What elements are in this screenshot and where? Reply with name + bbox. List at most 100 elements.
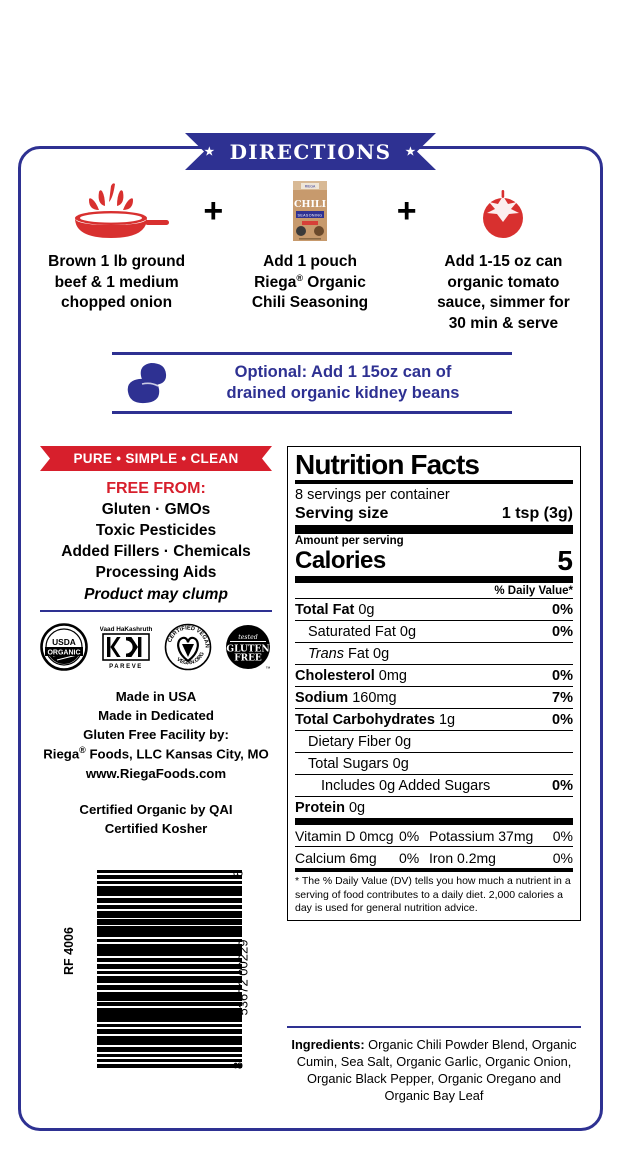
divider	[295, 479, 573, 484]
svg-text:CHILI: CHILI	[294, 199, 327, 210]
nutrient-name: Total Carbohydrates 1g	[295, 711, 456, 728]
plus-sign-2: +	[396, 192, 417, 230]
barcode: RF 4006 8 53672 00229 8	[40, 858, 272, 1078]
barcode-digit-right: 8	[230, 869, 246, 878]
barcode-bars	[97, 869, 242, 1068]
barcode-bar	[97, 937, 242, 939]
barcode-bar	[97, 926, 242, 938]
step2-organic: Organic	[302, 273, 366, 291]
certified-vegan-badge: CERTIFIED VEGAN VEGAN.ORG	[164, 623, 212, 676]
barcode-bar	[97, 970, 242, 975]
svg-text:tested: tested	[238, 634, 257, 641]
barcode-bar	[97, 1044, 242, 1047]
direction-step-2: RIEGA CHILI SEASONING Add 1 pouch Riega®…	[233, 180, 386, 314]
calories-value: 5	[557, 545, 573, 577]
barcode-bar	[97, 968, 242, 971]
manufacturer-info: Made in USA Made in Dedicated Gluten Fre…	[40, 687, 272, 783]
barcode-bar	[97, 1057, 242, 1059]
barcode-bar	[97, 917, 242, 920]
nutrient-daily-value: 0%	[552, 623, 573, 640]
vitamin-daily-value: 0%	[399, 827, 420, 844]
barcode-bar	[97, 956, 242, 959]
barcode-bar	[97, 942, 242, 945]
direction-step-1-text: Brown 1 lb ground beef & 1 medium choppe…	[48, 253, 186, 312]
maker-line: Made in USA	[115, 688, 197, 704]
vitamin-row: Calcium 6mg 0% Iron 0.2mg 0%	[295, 847, 573, 868]
certification-text: Certified Organic by QAI Certified Koshe…	[40, 800, 272, 838]
serving-size-value: 1 tsp (3g)	[501, 505, 573, 523]
svg-text:Vaad HaKashruth: Vaad HaKashruth	[100, 626, 152, 633]
barcode-bar	[97, 875, 242, 879]
divider	[295, 620, 573, 622]
ingredients-label: Ingredients:	[291, 1037, 365, 1052]
barcode-bar	[97, 938, 242, 943]
serving-size-row: Serving size 1 tsp (3g)	[295, 505, 573, 525]
barcode-bar	[97, 975, 242, 983]
barcode-bar	[97, 1058, 242, 1063]
left-info-column: PURE • SIMPLE • CLEAN FREE FROM: Gluten …	[40, 446, 272, 1078]
barcode-bar	[97, 878, 242, 881]
nutrient-name: Cholesterol 0mg	[295, 667, 408, 684]
barcode-bar	[97, 880, 242, 885]
nutrient-row: Trans Fat 0g	[295, 643, 573, 664]
company-address: Foods, LLC Kansas City, MO	[85, 746, 269, 762]
free-from-item: Processing Aids	[95, 564, 217, 582]
barcode-bar	[97, 1002, 242, 1006]
maker-website[interactable]: www.RiegaFoods.com	[85, 765, 227, 781]
ingredients-text: Organic Chili Powder Blend, Organic Cumi…	[296, 1037, 577, 1104]
nutrient-row: Cholesterol 0mg 0%	[295, 665, 573, 686]
directions-title: DIRECTIONS	[229, 139, 392, 164]
nutrient-row: Dietary Fiber 0g	[295, 731, 573, 752]
vitamin-daily-value: 0%	[552, 827, 573, 844]
nutrient-rows: Total Fat 0g 0% Saturated Fat 0g 0% Trans Fa…	[295, 599, 573, 818]
nutrient-name: Total Fat 0g	[295, 601, 375, 618]
vitamin-rows: Vitamin D 0mcg 0% Potassium 37mg 0% Calcium …	[295, 825, 573, 868]
barcode-bar	[97, 1021, 242, 1024]
svg-text:GLUTEN: GLUTEN	[226, 644, 269, 654]
free-from-list: FREE FROM: Gluten · GMOs Toxic Pesticide…	[40, 480, 272, 607]
barcode-bar	[97, 869, 242, 874]
divider	[287, 1026, 581, 1028]
vitamin-name: Vitamin D 0mcg	[295, 827, 394, 844]
barcode-bar	[97, 898, 242, 904]
direction-step-3-text: Add 1-15 oz can organic tomato sauce, si…	[437, 253, 570, 332]
nutrient-row: Total Sugars 0g	[295, 753, 573, 774]
servings-per-container: 8 servings per container	[295, 486, 450, 503]
cert-line: Certified Kosher	[104, 820, 208, 836]
optional-note: Optional: Add 1 15oz can of drained orga…	[112, 352, 512, 414]
barcode-bar	[97, 1034, 242, 1036]
barcode-bar	[97, 974, 242, 976]
barcode-bar	[97, 1000, 242, 1003]
divider	[295, 846, 573, 848]
nutrient-name: Dietary Fiber 0g	[308, 733, 412, 750]
vitamin-daily-value: 0%	[552, 849, 573, 866]
barcode-bar	[97, 873, 242, 876]
barcode-bar	[97, 991, 242, 1001]
svg-text:™: ™	[266, 666, 271, 671]
certification-badges: USDA ORGANIC Vaad HaKashruth PAREVE	[40, 623, 272, 676]
usda-text: USDA	[52, 637, 76, 647]
barcode-bar	[97, 884, 242, 886]
barcode-bar	[97, 1051, 242, 1054]
brand-name: Riega	[254, 273, 297, 291]
pure-banner-text: PURE • SIMPLE • CLEAN	[73, 451, 239, 466]
nutrient-name: Trans Fat 0g	[308, 645, 390, 662]
nutrient-daily-value: 0%	[552, 777, 573, 794]
barcode-bar	[97, 896, 242, 899]
vitamin-name: Iron 0.2mg	[429, 849, 496, 866]
nutrient-daily-value: 0%	[552, 601, 573, 618]
divider	[295, 752, 573, 754]
optional-text: Optional: Add 1 15oz can of drained orga…	[226, 362, 460, 402]
barcode-bar	[97, 905, 242, 909]
direction-step-1: Brown 1 lb ground beef & 1 medium choppe…	[40, 180, 193, 314]
nutrient-name: Protein 0g	[295, 799, 366, 816]
vitamin-name: Potassium 37mg	[429, 827, 534, 844]
star-icon: ★	[204, 145, 216, 158]
barcode-bar	[97, 1028, 242, 1035]
barcode-bar	[97, 963, 242, 969]
barcode-bar	[97, 910, 242, 918]
nutrient-daily-value: 7%	[552, 689, 573, 706]
divider	[295, 708, 573, 710]
vaad-hakashruth-kck-pareve-badge: Vaad HaKashruth PAREVE	[100, 623, 153, 676]
registered-mark: ®	[296, 272, 303, 283]
